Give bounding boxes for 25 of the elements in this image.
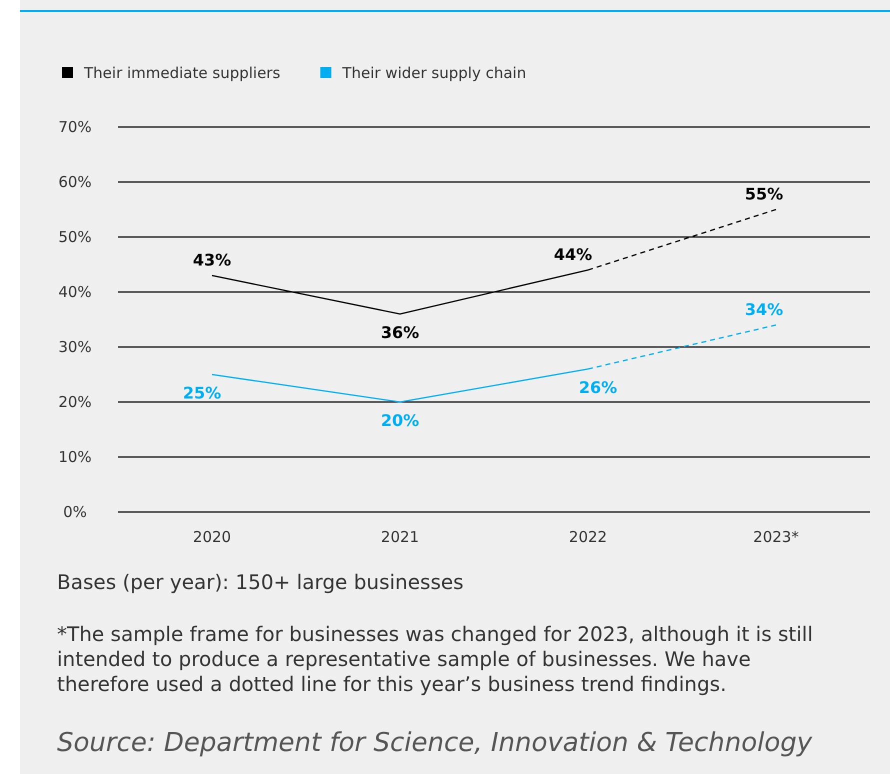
- legend-label: Their wider supply chain: [341, 64, 526, 82]
- data-label: 25%: [182, 384, 222, 402]
- data-label: 26%: [578, 378, 618, 397]
- y-tick-label: 0%: [63, 503, 87, 521]
- y-tick-label: 30%: [58, 338, 92, 356]
- text: Bases (per year): 150+ large businesses: [57, 570, 464, 594]
- data-label: 36%: [380, 323, 420, 342]
- text: *The sample frame for businesses was changed for 2023, although it is still intended to produce a representative sample of businesses. We have therefore used a dotted line for this year’s business trend findings.: [57, 622, 813, 696]
- source-note: Source: Department for Science, Innovation & Technology: [57, 728, 813, 758]
- y-tick-label: 60%: [58, 173, 92, 191]
- x-tick-label: 2022: [568, 528, 608, 546]
- legend-label: Their immediate suppliers: [83, 64, 280, 82]
- x-tick-label: 2023*: [753, 528, 800, 546]
- y-tick-label: 40%: [58, 283, 92, 301]
- y-tick-label: 20%: [58, 393, 92, 411]
- data-label: 44%: [554, 245, 592, 264]
- x-tick-label: 2020: [192, 528, 232, 546]
- y-tick-label: 50%: [58, 228, 92, 246]
- y-tick-label: 70%: [58, 118, 92, 136]
- data-label: 55%: [744, 184, 784, 204]
- data-label: 34%: [744, 300, 784, 319]
- x-tick-label: 2021: [380, 528, 420, 546]
- y-tick-label: 10%: [58, 448, 92, 466]
- data-label: 43%: [192, 250, 232, 270]
- data-label: 20%: [380, 411, 420, 430]
